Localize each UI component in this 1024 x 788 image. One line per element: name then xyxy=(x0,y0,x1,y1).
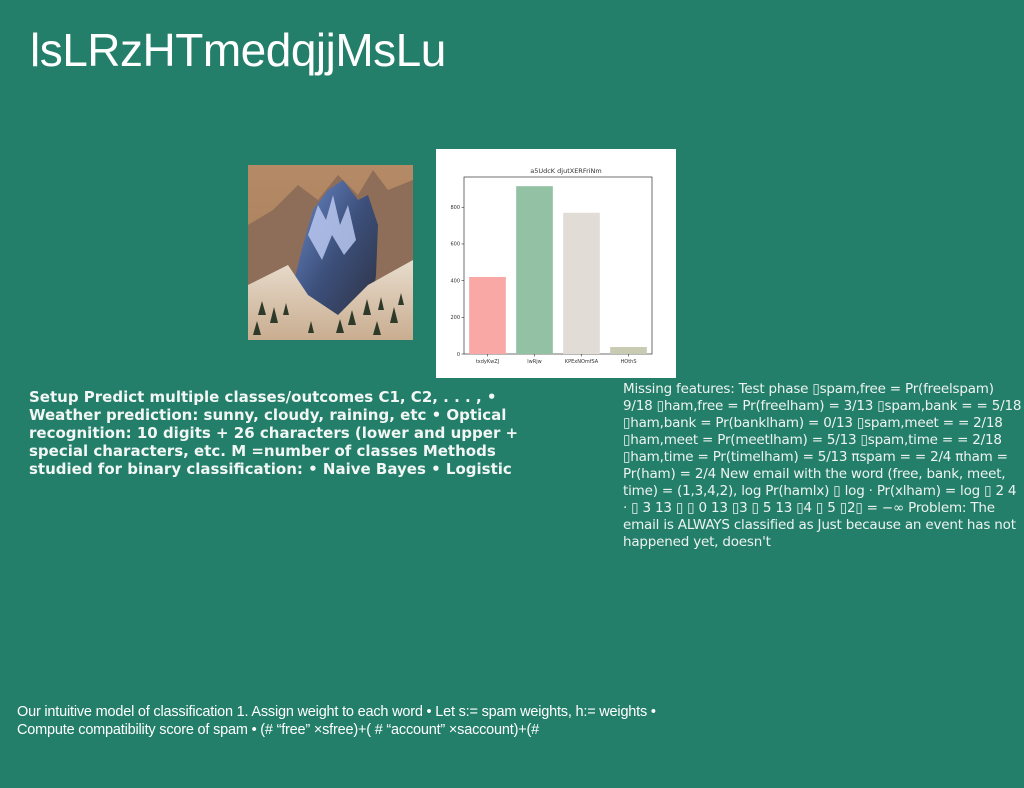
slide-title: lsLRzHTmedqjjMsLu xyxy=(30,24,446,76)
y-tick-label: 600 xyxy=(450,242,460,248)
x-tick-label: lwRjw xyxy=(527,359,541,365)
x-tick-label: HOthS xyxy=(621,359,637,365)
bar-txdyKwZJ xyxy=(469,276,506,354)
mountain-photo-art xyxy=(248,165,413,340)
y-tick-label: 400 xyxy=(450,278,460,284)
x-tick-label: KPExNOmfSA xyxy=(565,359,599,365)
setup-text: Setup Predict multiple classes/outcomes … xyxy=(29,388,519,478)
y-tick-label: 800 xyxy=(450,205,460,211)
bar-KPExNOmfSA xyxy=(563,212,600,354)
bar-HOthS xyxy=(610,347,647,354)
chart-title: a5UdcK djutXERFriNm xyxy=(530,167,602,175)
missing-features-text: Missing features: Test phase ▯spam,free … xyxy=(623,381,1022,550)
y-tick-label: 200 xyxy=(450,315,460,321)
chart-plot-frame xyxy=(463,176,653,355)
mountain-photo xyxy=(248,165,413,340)
bar-chart-svg: a5UdcK djutXERFriNm 0 200 400 600 800 txdyKw… xyxy=(450,167,653,365)
y-tick-label: 0 xyxy=(457,352,460,358)
classification-model-text: Our intuitive model of classification 1.… xyxy=(17,704,656,738)
x-tick-label: txdyKwZJ xyxy=(476,359,499,365)
bar-chart: a5UdcK djutXERFriNm 0 200 400 600 800 txdyKw… xyxy=(436,149,676,378)
bar-lwRjw xyxy=(516,186,553,354)
